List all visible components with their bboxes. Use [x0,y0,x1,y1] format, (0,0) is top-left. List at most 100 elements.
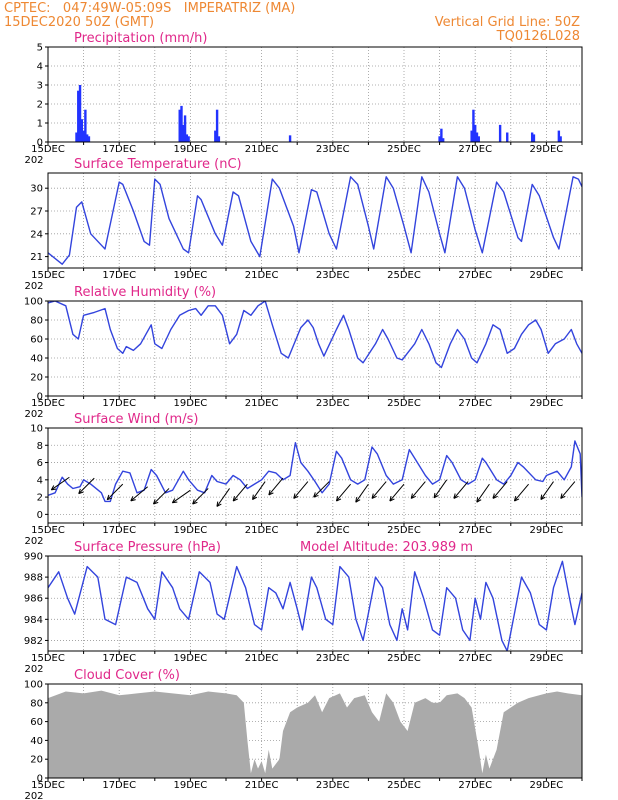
header-model: TQ0126L028 [496,29,580,44]
wind-arrow-head [107,497,113,501]
wind-arrow-shaft [560,481,576,499]
y-tick-label: 982 [24,636,43,647]
wind-arrow-head [433,492,436,498]
precip-bar [532,134,536,142]
y-tick-label: 4 [37,62,43,73]
wind-arrow-head [560,493,563,499]
wind-arrow [50,476,70,491]
wind-arrow-head [560,495,566,499]
y-tick-label: 5 [37,43,43,54]
wind-arrow [355,483,369,503]
x-tick-label: 15DEC [31,398,65,409]
wind-arrow [252,481,266,501]
y-tick-label: 988 [24,573,43,584]
y-tick-label: 0 [37,774,43,785]
wind-arrow-shaft [232,483,248,502]
wind-arrow-head [268,489,271,496]
wind-arrow-shaft [433,479,448,499]
series-line [48,176,582,265]
wind-arrow-head [153,499,156,505]
wind-arrow-head [252,494,254,500]
x-tick-label: 19DEC [174,144,208,155]
wind-arrow-head [411,495,416,499]
y-tick-label: 20 [30,373,43,384]
x-tick-label: 17DEC [102,653,136,664]
year-label: 202 [24,536,43,547]
panel-frame [47,300,583,397]
precip-bar [477,136,480,142]
x-tick-label: 21DEC [245,525,279,536]
wind-arrow [171,489,191,504]
x-tick-label: 27DEC [458,780,492,791]
wind-arrow-head [540,496,546,501]
x-tick-label: 27DEC [458,525,492,536]
precip-bar [438,136,441,142]
wind-arrow-head [476,499,482,503]
y-tick-label: 40 [30,354,43,365]
panel-frame [47,555,583,652]
precip-bar [557,130,561,142]
panel-frame [47,172,583,269]
wind-arrow-shaft [172,489,191,504]
precip-bar [77,90,80,142]
wind-arrow-head [130,496,134,502]
wind-arrow [453,481,469,499]
wind-arrow [560,481,576,499]
y-tick-label: 24 [30,229,43,240]
wind-arrow-head [492,495,498,499]
precip-bar [288,135,292,142]
wind-arrow [371,481,387,499]
wind-arrow [476,483,490,503]
wind-arrow [153,488,170,505]
wind-arrow-head [313,492,316,498]
y-tick-label: 21 [30,252,43,263]
year-label: 202 [24,281,43,292]
panel-title: Precipitation (mm/h) [74,31,207,46]
wind-arrow-head [389,498,395,502]
wind-arrow-shaft [130,486,149,502]
precip-bar [440,128,443,142]
wind-arrow [232,483,248,502]
wind-arrow-shaft [540,481,554,500]
precip-bar [506,132,509,142]
x-tick-label: 23DEC [316,398,350,409]
data-layer [48,176,582,265]
wind-arrow-shaft [492,481,508,499]
x-tick-label: 29DEC [530,780,564,791]
panel-1: 21 24 27 30 15DEC 17DEC 19DEC 21DEC 23DEC 25DEC 27… [24,157,583,292]
panel-title: Surface Temperature (nC) [74,157,242,172]
wind-arrow-shaft [336,483,351,502]
y-tick-label: 4 [37,475,43,486]
precip-bar [84,109,87,142]
x-tick-label: 19DEC [174,780,208,791]
precip-bar [217,136,221,142]
wind-arrow-head [355,499,361,503]
precip-bar [183,115,187,142]
precip-bar [215,109,219,142]
y-tick-label: 100 [24,680,43,691]
x-tick-label: 17DEC [102,144,136,155]
wind-arrow-head [476,497,479,503]
y-tick-label: 8 [37,441,43,452]
wind-arrow-head [232,496,235,502]
y-tick-label: 2 [37,493,43,504]
panel-annotation: Model Altitude: 203.989 m [300,540,473,555]
wind-arrow-shaft [216,488,230,507]
x-tick-label: 29DEC [530,270,564,281]
y-tick-label: 60 [30,717,43,728]
wind-arrow-shaft [476,483,490,503]
x-tick-label: 29DEC [530,525,564,536]
wind-arrow-head [293,493,296,499]
wind-arrow-head [513,496,517,502]
wind-arrow-head [78,491,84,495]
x-tick-label: 15DEC [31,653,65,664]
x-tick-label: 23DEC [316,780,350,791]
wind-arrow [268,477,284,496]
x-tick-label: 21DEC [245,144,279,155]
precip-bar [214,130,217,142]
wind-arrow-shaft [78,477,95,495]
wind-arrow-shaft [252,481,266,500]
wind-arrow [492,481,508,499]
wind-arrow [216,488,230,507]
wind-arrow-head [410,493,413,499]
